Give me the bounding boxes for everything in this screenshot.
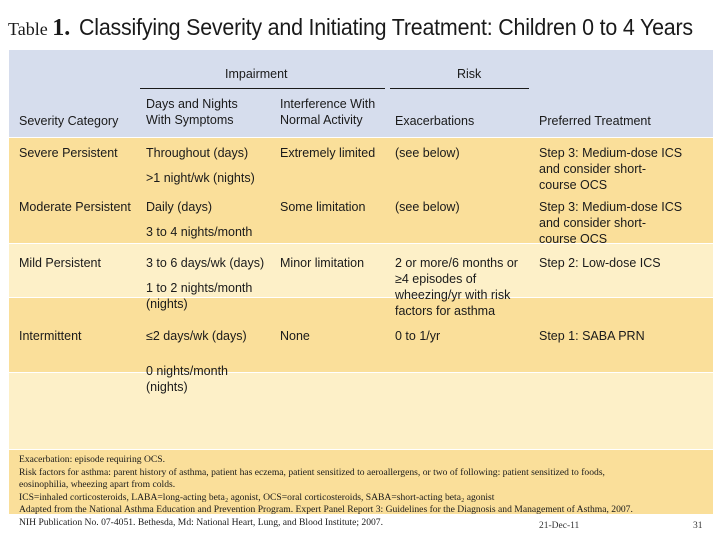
row-divider [9,297,713,298]
table-label: Table 1. [8,15,70,42]
row-days-nights-2: 0 nights/month (nights) [146,364,228,394]
risk-underline [390,88,529,89]
footnote-risk-factors: Risk factors for asthma: parent history … [19,466,605,478]
row-days-nights-2: 1 to 2 nights/month (nights) [146,281,253,311]
row-divider [9,137,713,138]
footnote-area [9,449,713,514]
row-category: Severe Persistent [19,146,118,160]
row-treatment: Step 2: Low-dose ICS [539,256,661,270]
row-exacerbations: (see below) [395,200,460,214]
table-row [9,137,713,243]
interference-header: Interference With Normal Activity [280,97,376,127]
footnote-source: Adapted from the National Asthma Educati… [19,504,633,516]
impairment-header: Impairment [225,67,288,81]
row-interference: Extremely limited [280,146,376,160]
footnote-publication: NIH Publication No. 07-4051. Bethesda, M… [19,516,383,528]
table-row [9,297,713,372]
row-days-nights: Throughout (days) [146,146,249,160]
table-label-word: Table [8,19,48,39]
row-interference: Minor limitation [280,256,365,270]
row-exacerbations: (see below) [395,146,460,160]
days-nights-header: Days and Nights With Symptoms [146,97,238,127]
row-exacerbations: 0 to 1/yr [395,329,441,343]
row-days-nights: 3 to 6 days/wk (days) [146,256,265,270]
table-header [9,50,713,137]
footnote-abbreviations: ICS=inhaled corticosteroids, LABA=long-a… [19,491,495,503]
exacerbations-header: Exacerbations [395,114,475,128]
row-interference: None [280,329,310,343]
row-treatment: Step 1: SABA PRN [539,329,645,343]
row-category: Intermittent [19,329,82,343]
row-divider [9,243,713,244]
row-interference: Some limitation [280,200,366,214]
severity-category-header: Severity Category [19,114,119,128]
row-treatment: Step 3: Medium-dose ICS and consider sho… [539,200,683,246]
row-days-nights: Daily (days) [146,200,212,214]
severity-table: Impairment Risk Severity Category Days a… [9,50,713,528]
slide-date: 21-Dec-11 [539,521,580,531]
row-exacerbations: 2 or more/6 months or ≥4 episodes of whe… [395,256,518,318]
slide-page-number: 31 [693,521,703,531]
risk-header: Risk [457,67,482,81]
row-category: Moderate Persistent [19,200,131,214]
row-category: Mild Persistent [19,256,101,270]
table-number: 1. [52,15,71,41]
footnote-risk-factors-cont: eosinophilia, wheezing apart from colds. [19,479,176,491]
table-row [9,243,713,297]
row-days-nights: ≤2 days/wk (days) [146,329,247,343]
table-title: Table 1. Classifying Severity and Initia… [8,14,712,52]
row-treatment: Step 3: Medium-dose ICS and consider sho… [539,146,683,192]
footnote-exacerbation: Exacerbation: episode requiring OCS. [19,454,166,465]
table-row [9,372,713,449]
table-title-text: Classifying Severity and Initiating Trea… [78,14,693,40]
impairment-underline [140,88,385,89]
row-days-nights-2: >1 night/wk (nights) [146,171,255,185]
row-days-nights-2: 3 to 4 nights/month [146,225,253,239]
preferred-treatment-header: Preferred Treatment [539,114,651,128]
footnotes: Exacerbation: episode requiring OCS. Ris… [19,454,709,530]
row-divider [9,372,713,373]
row-divider [9,449,713,450]
